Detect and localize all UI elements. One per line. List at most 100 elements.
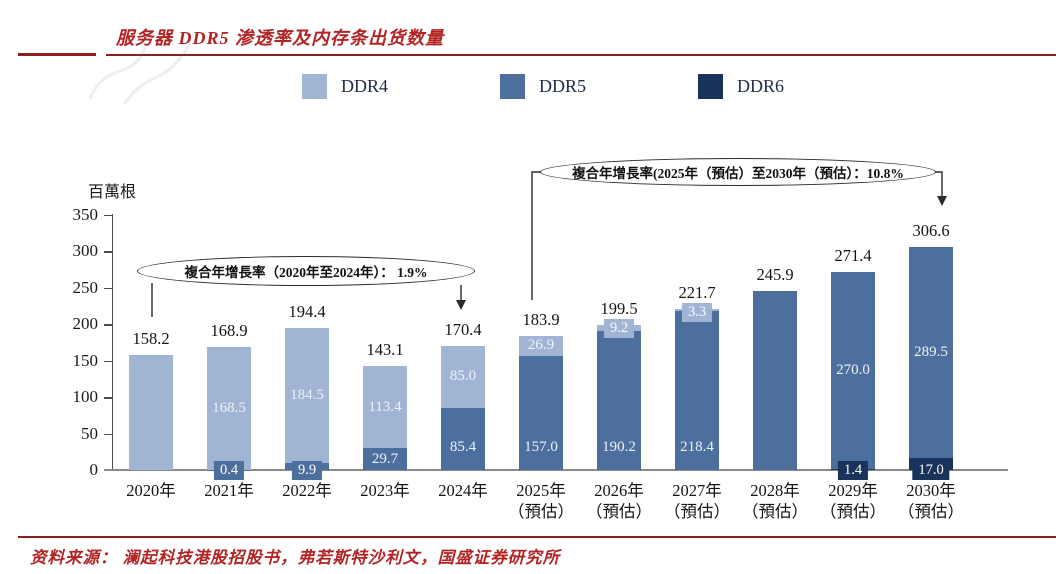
stacked-bar-2025年: 157.0 26.9 183.9: [519, 310, 563, 470]
y-tick-mark: [104, 215, 113, 217]
bar-segment-ddr4: 3.3: [675, 302, 719, 322]
segment-value-label: 168.5: [212, 399, 246, 416]
y-tick-label: 0: [89, 460, 99, 479]
page-title: 服务器 DDR5 渗透率及内存条出货数量: [116, 28, 445, 48]
bar-segment-ddr4: 9.2: [597, 318, 641, 338]
bar-total-label: 271.4: [834, 246, 872, 266]
ddr5-swatch-icon: [500, 74, 526, 99]
y-tick-mark: [104, 324, 113, 326]
stacked-bar-2029年: 1.4 270.0 271.4: [831, 246, 875, 480]
legend-label: DDR4: [341, 76, 389, 96]
segment-value-label: 17.0: [912, 461, 950, 480]
bar-segment-ddr4: [129, 354, 173, 470]
y-tick-mark: [104, 287, 113, 290]
y-axis-line: [112, 214, 114, 470]
segment-value-label: 0.4: [213, 461, 245, 480]
bar-segment-ddr5: 289.5: [909, 246, 953, 458]
chart-legend: DDR4 DDR5 DDR6: [302, 74, 784, 99]
segment-value-label: 85.0: [449, 368, 477, 385]
x-axis-category-label: 2025年 （預估）: [508, 481, 574, 522]
bar-segment-ddr6: 1.4: [831, 461, 875, 480]
stacked-bar-2030年: 17.0 289.5 306.6: [909, 221, 953, 480]
stacked-bar-2028年: 245.9: [753, 265, 797, 470]
stacked-bar-2027年: 218.4 3.3 221.7: [675, 283, 719, 470]
bar-total-label: 183.9: [522, 310, 560, 329]
bar-segment-ddr5: 218.4: [675, 310, 719, 470]
y-tick-label: 50: [81, 423, 98, 443]
legend-item-ddr5: DDR5: [500, 74, 586, 99]
x-axis-category-label: 2023年: [360, 481, 410, 500]
bar-slot: 218.4 3.3 221.7 2027年 （預估）: [658, 215, 736, 522]
bar-plot-area: 158.2 2020年 0.4 168.5 168.9 2021年 9.9 184.5 194.…: [112, 215, 970, 522]
x-axis-category-label: 2022年: [282, 481, 332, 500]
x-axis-category-label: 2020年: [126, 481, 176, 500]
x-axis-category-label: 2028年 （預估）: [742, 481, 808, 522]
ddr6-swatch-icon: [698, 74, 724, 99]
segment-value-label: 289.5: [914, 343, 948, 360]
bar-slot: 17.0 289.5 306.6 2030年 （預估）: [892, 215, 970, 522]
segment-value-label: 29.7: [371, 450, 399, 467]
legend-label: DDR6: [737, 76, 785, 96]
legend-item-ddr4: DDR4: [302, 74, 388, 99]
bar-slot: 245.9 2028年 （預估）: [736, 215, 814, 522]
title-underline: [106, 54, 1056, 56]
bar-segment-ddr5: 190.2: [597, 331, 641, 470]
y-tick-label: 250: [72, 277, 99, 297]
footer-rule: [18, 536, 1056, 538]
segment-value-label: 1.4: [837, 461, 869, 480]
bar-segment-ddr4: 26.9: [519, 336, 563, 356]
bar-segment-ddr4: 113.4: [363, 365, 407, 449]
title-left-dash: [18, 53, 96, 56]
segment-value-label: 113.4: [368, 398, 402, 415]
cagr-annotation-2025-2030: 複合年增長率(2025年（預估）至2030年（預估）：10.8%: [540, 158, 936, 186]
stacked-bar-2020年: 158.2: [129, 329, 173, 470]
bar-segment-ddr5: 85.4: [441, 407, 485, 470]
bar-segment-ddr5: [753, 290, 797, 470]
legend-item-ddr6: DDR6: [698, 74, 784, 99]
cagr-annotation-2020-2024: 複合年增長率（2020年至2024年）： 1.9%: [137, 256, 475, 286]
bar-segment-ddr5: 270.0: [831, 272, 875, 469]
y-tick-label: 100: [72, 387, 99, 407]
stacked-bar-2023年: 29.7 113.4 143.1: [363, 340, 407, 470]
bar-segment-ddr4: 184.5: [285, 328, 329, 463]
x-axis-category-label: 2030年 （預估）: [898, 481, 964, 522]
stacked-bar-2024年: 85.4 85.0 170.4: [441, 320, 485, 470]
segment-value-label: 85.4: [449, 439, 477, 455]
segment-value-label: 270.0: [836, 362, 870, 379]
y-tick-mark: [104, 470, 113, 472]
bar-slot: 157.0 26.9 183.9 2025年 （預估）: [502, 215, 580, 521]
bar-total-label: 170.4: [444, 319, 482, 339]
bar-total-label: 194.4: [288, 302, 326, 322]
bar-segment-ddr4: 168.5: [207, 346, 251, 470]
segment-value-label: 218.4: [680, 439, 714, 455]
segment-value-label: 157.0: [524, 439, 558, 455]
segment-value-label: 184.5: [290, 387, 324, 404]
segment-value-label: 26.9: [527, 337, 555, 354]
stacked-bar-2021年: 0.4 168.5 168.9: [207, 321, 251, 480]
bar-slot: 29.7 113.4 143.1 2023年: [346, 215, 424, 500]
bar-slot: 190.2 9.2 199.5 2026年 （預估）: [580, 215, 658, 522]
bar-total-label: 168.9: [210, 320, 248, 340]
segment-value-label: 9.9: [291, 461, 323, 480]
y-tick-mark: [104, 251, 113, 253]
legend-label: DDR5: [539, 76, 587, 96]
bar-slot: 158.2 2020年: [112, 215, 190, 500]
y-tick-mark: [104, 397, 113, 399]
bar-segment-ddr6: 17.0: [909, 457, 953, 480]
bar-segment-ddr4: 85.0: [441, 345, 485, 408]
bar-total-label: 245.9: [756, 264, 794, 284]
stacked-bar-2022年: 9.9 184.5 194.4: [285, 302, 329, 480]
y-tick-label: 350: [72, 205, 99, 224]
y-tick-label: 200: [72, 314, 99, 334]
bar-slot: 1.4 270.0 271.4 2029年 （預估）: [814, 215, 892, 521]
x-axis-category-label: 2029年 （預估）: [820, 481, 886, 522]
stacked-bar-2026年: 190.2 9.2 199.5: [597, 299, 641, 470]
bar-slot: 85.4 85.0 170.4 2024年: [424, 215, 502, 500]
bar-total-label: 199.5: [600, 298, 638, 318]
y-tick-label: 150: [72, 350, 99, 370]
bar-segment-ddr5: 9.9: [285, 461, 329, 480]
x-axis-category-label: 2027年 （預估）: [664, 481, 730, 522]
y-tick-mark: [104, 360, 113, 363]
segment-value-label: 9.2: [603, 318, 635, 338]
